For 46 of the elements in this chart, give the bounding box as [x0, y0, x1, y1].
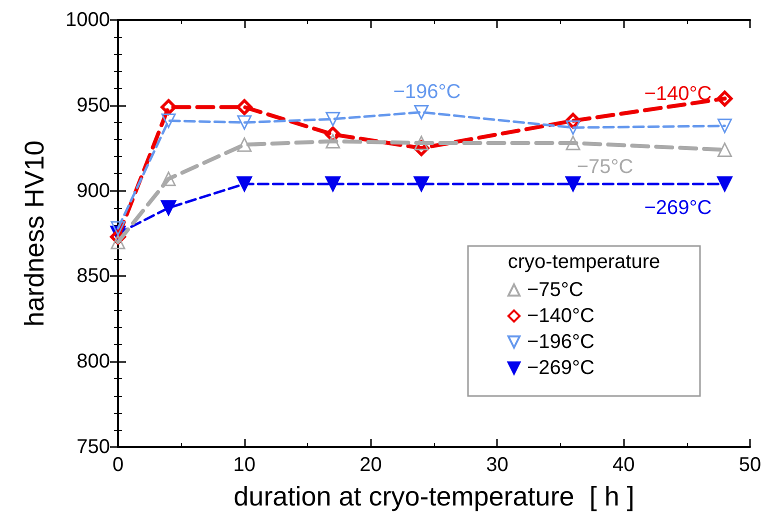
x-tick-label: 50 [738, 454, 762, 476]
point [717, 142, 732, 158]
legend-label: −269°C [527, 357, 594, 379]
point [326, 112, 340, 126]
legend-label: −140°C [527, 305, 594, 327]
point [716, 176, 732, 192]
y-tick-label: 1000 [66, 9, 110, 31]
annotation: −140°C [644, 83, 712, 105]
point [566, 120, 580, 135]
y-tick-label: 800 [76, 350, 110, 373]
point [414, 104, 429, 120]
annotation: −75°C [576, 156, 634, 178]
legend-label: −75°C [527, 279, 584, 301]
point [160, 99, 177, 116]
annotation: −196°C [393, 81, 461, 103]
point [566, 136, 580, 150]
y-axis-title: hardness HV10 [20, 140, 50, 327]
x-tick-label: 20 [360, 454, 382, 476]
point [414, 176, 430, 192]
annotation: −269°C [644, 197, 712, 219]
y-tick-label: 950 [76, 94, 110, 116]
legend-label: −196°C [527, 331, 594, 353]
y-tick-label: 850 [76, 265, 110, 288]
x-tick-label: 0 [112, 454, 124, 476]
point [565, 176, 581, 192]
point [110, 234, 126, 250]
legend-title: cryo-temperature [508, 251, 660, 273]
x-tick-label: 30 [486, 454, 508, 476]
point [110, 221, 126, 236]
x-tick-label: 10 [233, 454, 256, 476]
point [717, 118, 732, 134]
y-tick-label: 900 [76, 180, 110, 202]
point [326, 134, 340, 149]
point [716, 90, 733, 107]
point [325, 176, 341, 192]
point [236, 99, 252, 116]
point [236, 176, 252, 192]
point [160, 200, 176, 216]
point [161, 114, 176, 128]
y-tick-label: 750 [76, 436, 110, 458]
point [237, 115, 252, 130]
x-tick-label: 40 [612, 454, 635, 476]
point [414, 136, 429, 150]
point [161, 172, 176, 186]
point [237, 137, 252, 152]
x-axis-title: duration at cryo-temperature [ h ] [234, 482, 634, 512]
